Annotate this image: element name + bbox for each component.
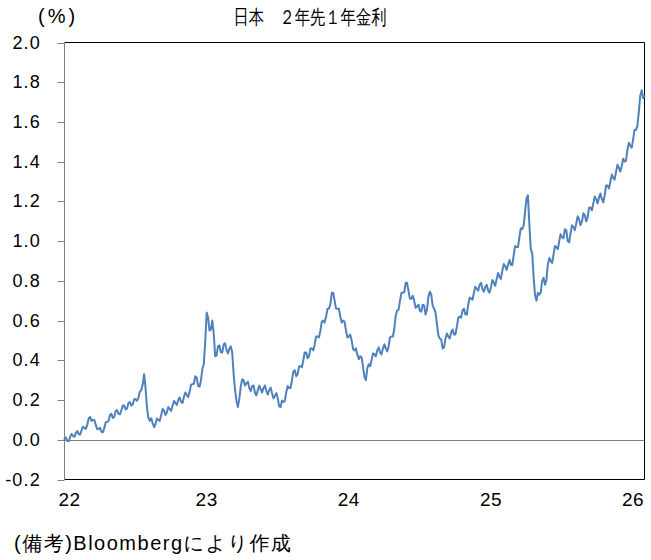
- x-axis-tick-label: 26: [603, 490, 651, 510]
- x-axis-tick-label: 22: [40, 490, 100, 510]
- y-axis-tick-label: 1.8: [0, 72, 41, 92]
- y-axis-tick-label: 0.0: [0, 430, 41, 450]
- y-axis-tick-label: 0.8: [0, 271, 41, 291]
- axes: [58, 43, 645, 481]
- y-axis-tick-label: 0.6: [0, 311, 41, 331]
- page: { "chart_data": { "type": "line", "title…: [0, 0, 651, 560]
- x-axis-tick-label: 24: [319, 490, 379, 510]
- y-axis-tick-label: 1.4: [0, 152, 41, 172]
- y-axis-tick-label: 0.2: [0, 390, 41, 410]
- x-axis-tick-label: 25: [461, 490, 521, 510]
- y-axis-tick-label: 2.0: [0, 33, 41, 53]
- y-axis-tick-label: 0.4: [0, 350, 41, 370]
- y-axis-tick-label: -0.2: [0, 470, 41, 490]
- y-axis-tick-label: 1.6: [0, 112, 41, 132]
- y-axis-tick-label: 1.0: [0, 231, 41, 251]
- x-axis-tick-label: 23: [177, 490, 237, 510]
- rate-line: [65, 90, 645, 441]
- y-axis-tick-label: 1.2: [0, 191, 41, 211]
- line-chart: [0, 0, 651, 560]
